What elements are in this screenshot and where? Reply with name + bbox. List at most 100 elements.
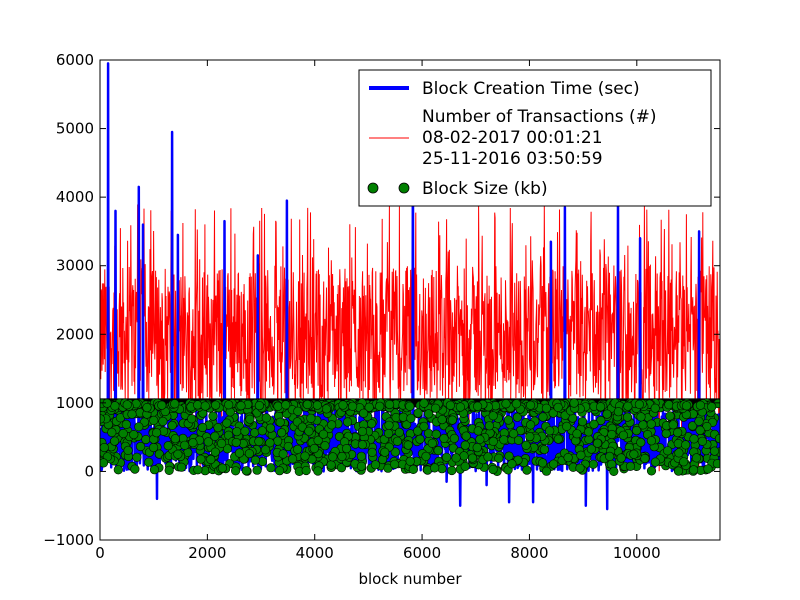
- block-size-point: [158, 416, 168, 427]
- block-size-point: [244, 449, 254, 459]
- y-tick-label: 0: [84, 462, 94, 480]
- block-size-point: [375, 401, 385, 411]
- block-size-point: [413, 426, 423, 436]
- block-size-point: [302, 399, 313, 410]
- block-size-point: [265, 423, 276, 433]
- block-size-point: [541, 466, 552, 476]
- block-size-point: [260, 445, 271, 455]
- block-size-point: [712, 459, 720, 469]
- legend-box: [358, 69, 712, 207]
- block-size-point: [673, 466, 684, 476]
- block-size-point: [665, 411, 675, 421]
- block-size-point: [203, 437, 213, 447]
- block-size-point: [370, 460, 381, 470]
- block-size-point: [193, 465, 203, 475]
- block-size-point: [430, 463, 440, 473]
- block-size-point: [508, 429, 519, 439]
- x-tick-label: 10000: [613, 544, 661, 562]
- block-size-point: [694, 416, 704, 426]
- block-size-point: [127, 409, 137, 419]
- block-size-point: [402, 420, 412, 430]
- block-size-point: [419, 398, 429, 408]
- block-size-point: [281, 400, 291, 410]
- block-size-point: [275, 466, 285, 476]
- block-size-point: [605, 451, 615, 462]
- block-size-point: [636, 412, 646, 422]
- block-size-point: [359, 408, 369, 418]
- block-size-point: [447, 465, 457, 476]
- block-size-point: [173, 449, 183, 459]
- legend-label-number-of-transactions: Number of Transactions (#): [422, 107, 657, 127]
- block-size-point: [357, 426, 368, 437]
- block-size-point: [100, 442, 109, 453]
- block-size-point: [447, 415, 458, 425]
- block-size-point: [522, 465, 532, 475]
- block-size-point: [473, 401, 483, 411]
- block-size-point: [149, 415, 159, 426]
- block-size-point: [208, 411, 218, 421]
- block-size-point: [118, 428, 128, 439]
- block-size-point: [210, 431, 220, 441]
- block-size-point: [408, 464, 418, 475]
- block-size-point: [122, 400, 132, 410]
- block-size-point: [576, 450, 586, 460]
- block-size-point: [661, 429, 671, 439]
- block-size-point: [367, 447, 377, 458]
- block-size-point: [321, 404, 332, 414]
- block-size-point: [691, 453, 702, 463]
- block-size-point: [707, 402, 717, 412]
- block-size-point: [123, 445, 133, 456]
- block-size-point: [680, 440, 691, 450]
- block-size-point: [625, 461, 636, 471]
- block-size-point: [293, 444, 303, 455]
- block-size-point: [129, 430, 139, 440]
- block-size-point: [306, 413, 316, 423]
- block-size-point: [427, 438, 437, 448]
- block-size-point: [213, 423, 223, 433]
- block-size-point: [265, 438, 275, 448]
- block-size-point: [618, 430, 629, 440]
- x-tick-label: 4000: [296, 544, 334, 562]
- block-size-point: [472, 443, 482, 453]
- block-size-point: [442, 452, 452, 462]
- block-size-point: [113, 465, 123, 475]
- block-size-point: [507, 459, 517, 469]
- block-size-point: [250, 455, 260, 465]
- block-size-point: [149, 442, 159, 453]
- block-size-point: [252, 465, 262, 475]
- block-size-point: [622, 412, 633, 422]
- block-size-point: [421, 451, 431, 462]
- block-size-point: [392, 436, 403, 446]
- block-size-point: [609, 466, 619, 477]
- block-size-point: [257, 426, 267, 436]
- block-size-point: [283, 441, 293, 452]
- block-size-point: [681, 401, 692, 411]
- block-size-point: [588, 459, 598, 469]
- block-size-point: [646, 436, 657, 446]
- block-size-point: [525, 420, 536, 430]
- block-size-point: [234, 448, 245, 458]
- block-size-point: [236, 401, 246, 411]
- legend-label-date-1: 08-02-2017 00:01:21: [422, 128, 603, 148]
- block-size-point: [538, 412, 548, 422]
- block-size-point: [695, 425, 705, 435]
- block-size-point: [419, 421, 429, 432]
- block-size-point: [650, 403, 660, 413]
- block-size-point: [629, 449, 639, 459]
- block-size-point: [110, 401, 120, 411]
- block-size-point: [357, 440, 368, 450]
- block-size-point: [460, 461, 470, 472]
- block-size-point: [337, 451, 347, 462]
- block-size-point: [241, 466, 251, 476]
- block-size-point: [327, 420, 337, 430]
- block-size-point: [413, 408, 423, 418]
- block-size-point: [613, 407, 624, 417]
- block-size-point: [415, 434, 425, 444]
- block-size-point: [187, 414, 197, 424]
- block-size-point: [512, 412, 523, 422]
- block-size-point: [553, 402, 563, 413]
- block-size-point: [254, 401, 264, 411]
- block-size-point: [164, 465, 174, 476]
- block-size-point: [525, 432, 535, 442]
- series-block-size-scatter: [100, 398, 720, 477]
